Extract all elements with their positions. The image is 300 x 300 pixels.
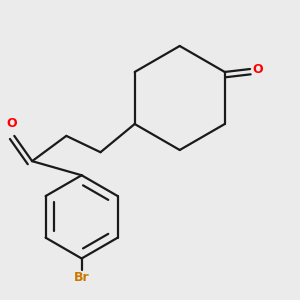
Text: O: O: [6, 117, 16, 130]
Text: Br: Br: [74, 271, 89, 284]
Text: O: O: [252, 62, 263, 76]
